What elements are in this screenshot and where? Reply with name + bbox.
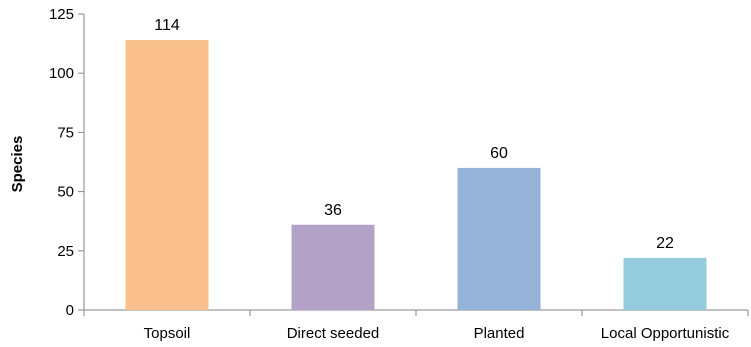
data-label: 22 [656, 235, 674, 252]
bar-planted [457, 167, 541, 310]
y-axis-title: Species [9, 136, 26, 193]
bar-topsoil [125, 40, 209, 310]
x-axis [83, 309, 749, 316]
category-label: Topsoil [144, 325, 191, 342]
bars [125, 40, 707, 310]
data-label: 36 [324, 202, 342, 219]
category-label: Direct seeded [287, 325, 380, 342]
y-tick-label: 50 [57, 184, 74, 201]
y-tick-label: 0 [66, 302, 74, 319]
category-label: Local Opportunistic [601, 325, 730, 342]
y-tick-label: 125 [49, 6, 74, 23]
data-label: 114 [154, 17, 180, 34]
bar-local-opportunistic [623, 257, 707, 310]
y-axis: 0 25 50 75 100 125 [49, 6, 85, 319]
bar-direct-seeded [291, 224, 375, 310]
y-tick-label: 100 [49, 65, 74, 82]
data-labels: 114 36 60 22 [154, 17, 674, 252]
category-label: Planted [474, 325, 525, 342]
y-tick-label: 75 [57, 124, 74, 141]
data-label: 60 [490, 145, 508, 162]
category-labels: Topsoil Direct seeded Planted Local Opportu… [144, 325, 730, 342]
y-tick-label: 25 [57, 243, 74, 260]
